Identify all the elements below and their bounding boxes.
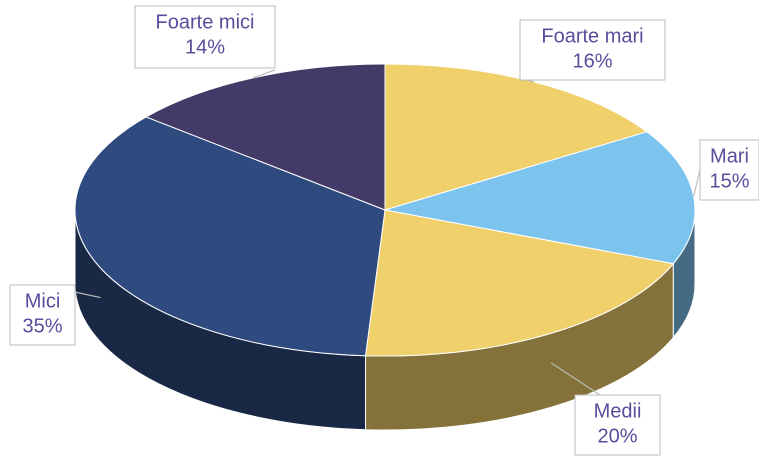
category-label: Mari (710, 145, 749, 167)
label-box (519, 19, 666, 81)
label-box (134, 5, 276, 69)
leader-line (550, 362, 601, 396)
leader-line (693, 169, 701, 197)
pie-slice (74, 116, 386, 357)
value-label: 14% (185, 36, 225, 58)
label-box (9, 284, 76, 346)
label-box (574, 394, 661, 456)
pie-slice (364, 209, 675, 357)
pie-slice (384, 63, 648, 211)
category-label: Foarte mici (156, 11, 255, 33)
value-label: 15% (709, 170, 749, 192)
category-label: Foarte mari (541, 25, 643, 47)
category-label: Mici (25, 290, 61, 312)
label-box (699, 139, 759, 201)
value-label: 35% (22, 315, 62, 337)
leader-line (252, 69, 276, 79)
value-label: 20% (597, 425, 637, 447)
category-label: Medii (594, 400, 642, 422)
value-label: 16% (572, 50, 612, 72)
